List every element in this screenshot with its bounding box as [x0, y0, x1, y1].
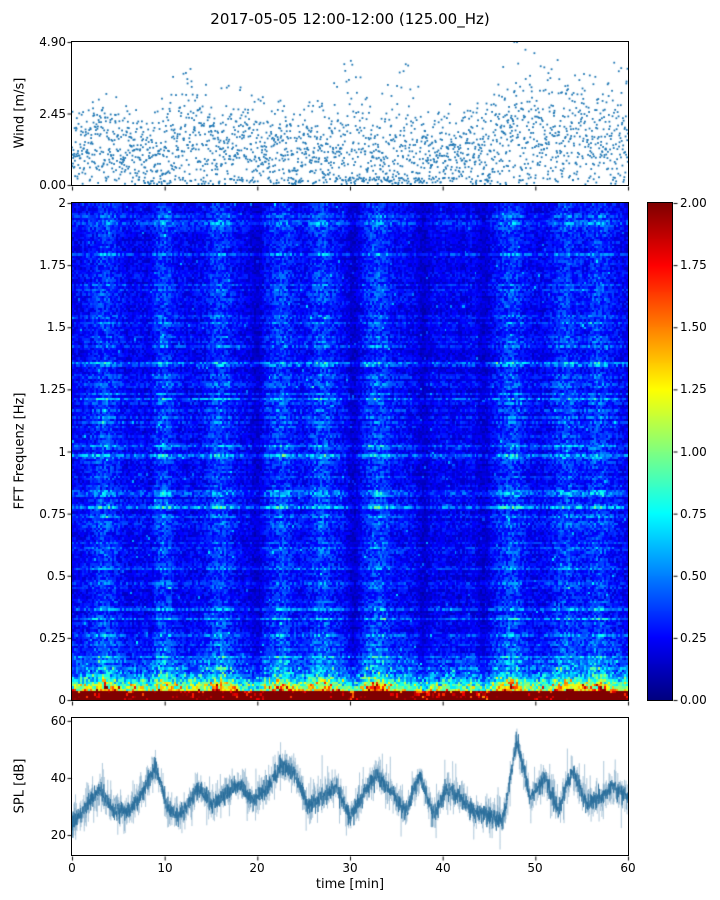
- colorbar-tick-label: 1.75: [680, 258, 707, 272]
- colorbar-tick-label: 0.00: [680, 693, 707, 707]
- colorbar-tick-label: 1.00: [680, 445, 707, 459]
- wind-scatter-canvas: [72, 42, 628, 185]
- xtick-label: 20: [249, 861, 265, 875]
- colorbar-tick-label: 0.75: [680, 507, 707, 521]
- spec-ytick-label: 1.75: [39, 258, 66, 272]
- spec-ytick-label: 2: [58, 196, 66, 210]
- spl-line-canvas: [72, 718, 628, 855]
- wind-ylabel: Wind [m/s]: [12, 77, 28, 149]
- colorbar-gradient-canvas: [648, 203, 672, 700]
- spectrogram-ylabel: FFT Frequenz [Hz]: [12, 392, 28, 510]
- wind-subplot: [71, 41, 629, 186]
- colorbar-tick-label: 0.50: [680, 569, 707, 583]
- colorbar-tick-label: 2.00: [680, 196, 707, 210]
- colorbar-tick-label: 0.25: [680, 631, 707, 645]
- wind-ytick-label: 4.90: [39, 35, 66, 49]
- xtick-label: 30: [342, 861, 358, 875]
- spec-ytick-label: 0.5: [46, 569, 66, 583]
- spl-subplot: [71, 717, 629, 856]
- wind-ytick-label: 2.45: [39, 107, 66, 121]
- spec-ytick-label: 0.75: [39, 507, 66, 521]
- xtick-label: 10: [157, 861, 173, 875]
- figure-title: 2017-05-05 12:00-12:00 (125.00_Hz): [210, 10, 490, 28]
- spec-ytick-label: 1.25: [39, 382, 66, 396]
- spl-ytick-label: 20: [50, 828, 66, 842]
- spec-ytick-label: 1: [58, 445, 66, 459]
- xtick-label: 60: [620, 861, 636, 875]
- spec-ytick-label: 1.5: [46, 320, 66, 334]
- spl-ylabel: SPL [dB]: [12, 758, 28, 814]
- colorbar: [647, 202, 673, 701]
- xtick-label: 50: [527, 861, 543, 875]
- spec-ytick-label: 0: [58, 693, 66, 707]
- colorbar-tick-label: 1.50: [680, 320, 707, 334]
- spl-ytick-label: 40: [50, 771, 66, 785]
- spec-ytick-label: 0.25: [39, 631, 66, 645]
- spl-ytick-label: 60: [50, 714, 66, 728]
- xtick-label: 40: [435, 861, 451, 875]
- colorbar-tick-label: 1.25: [680, 382, 707, 396]
- spectrogram-subplot: [71, 202, 629, 701]
- x-axis-label: time [min]: [315, 877, 385, 892]
- wind-ytick-label: 0.00: [39, 178, 66, 192]
- spectrogram-heatmap-canvas: [72, 203, 628, 700]
- xtick-label: 0: [68, 861, 76, 875]
